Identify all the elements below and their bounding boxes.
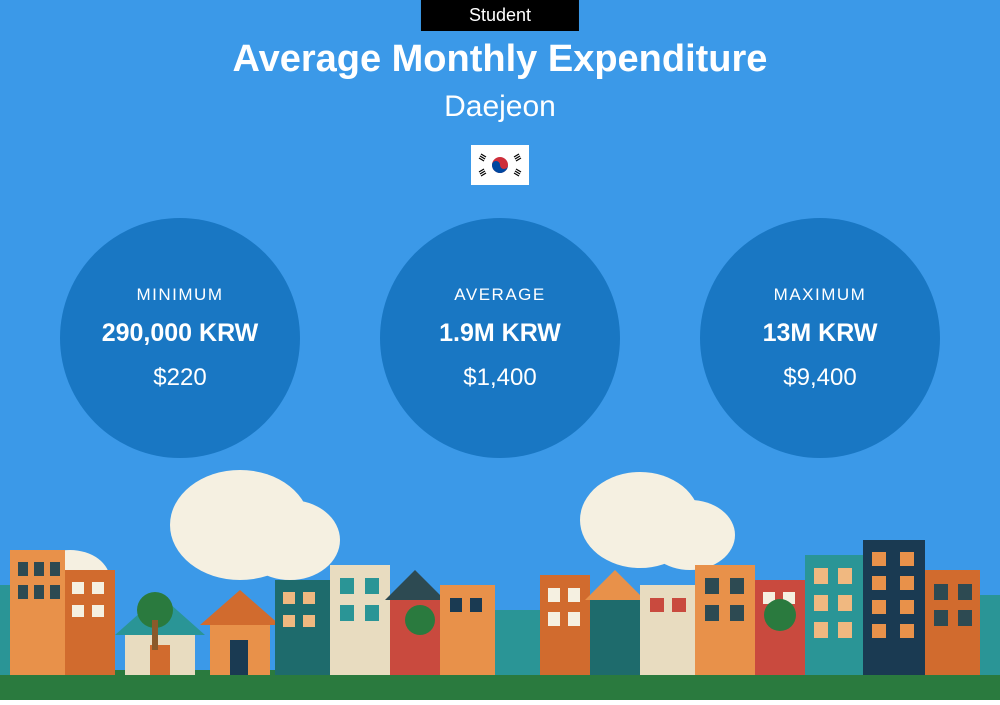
stat-label: MAXIMUM [774,285,867,305]
cityscape-illustration [0,470,1000,700]
country-flag-icon [471,145,529,185]
stat-value: 1.9M KRW [439,319,561,348]
main-title: Average Monthly Expenditure [0,38,1000,81]
stat-circle-average: AVERAGE 1.9M KRW $1,400 [380,218,620,458]
badge-text: Student [469,5,531,25]
stat-label: MINIMUM [137,285,224,305]
infographic-container: Student Average Monthly Expenditure Daej… [0,0,1000,700]
stat-circle-minimum: MINIMUM 290,000 KRW $220 [60,218,300,458]
stat-value: 290,000 KRW [102,319,259,348]
stat-value: 13M KRW [763,319,878,348]
stat-usd: $220 [153,364,206,392]
stat-circle-maximum: MAXIMUM 13M KRW $9,400 [700,218,940,458]
category-badge: Student [421,0,579,31]
stat-usd: $9,400 [783,364,856,392]
stat-usd: $1,400 [463,364,536,392]
stat-label: AVERAGE [454,285,545,305]
city-subtitle: Daejeon [0,90,1000,124]
stat-circles-row: MINIMUM 290,000 KRW $220 AVERAGE 1.9M KR… [0,218,1000,458]
